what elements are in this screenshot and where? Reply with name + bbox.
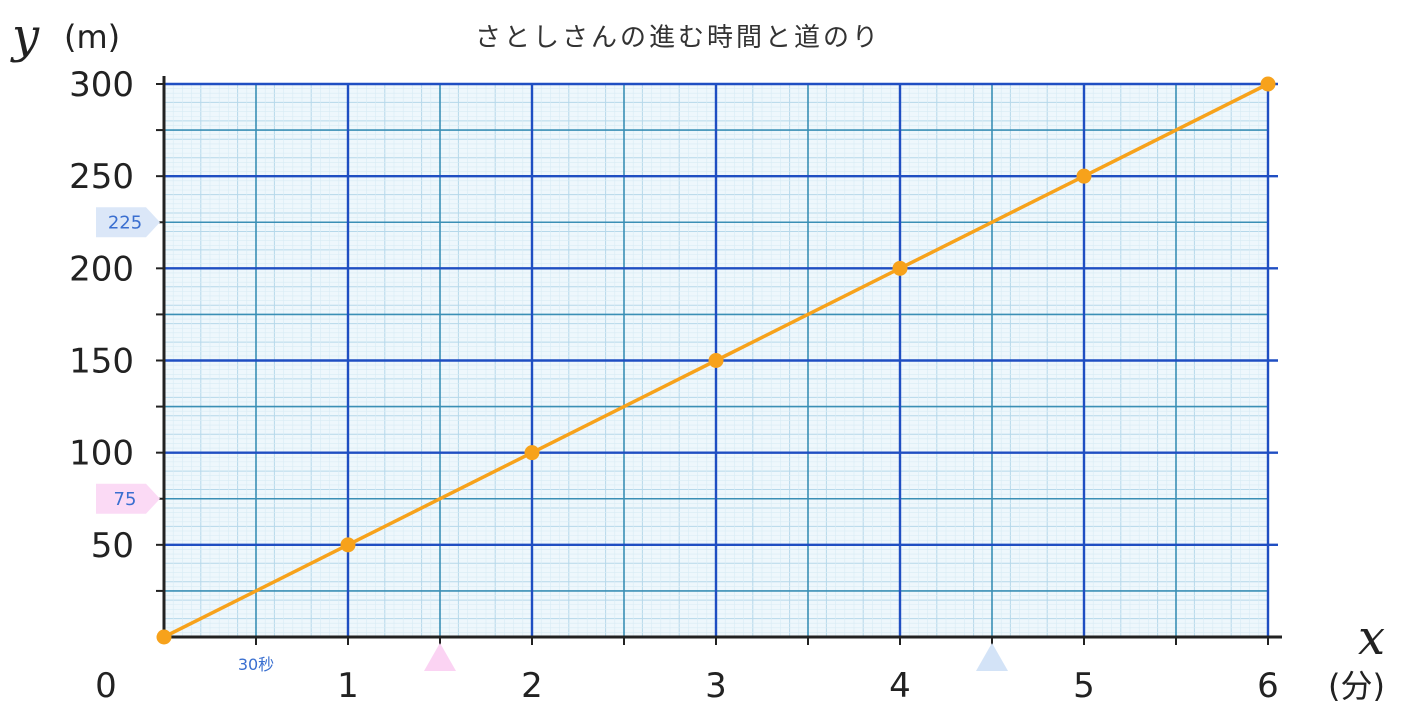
annotation-label: 30秒 bbox=[238, 655, 274, 674]
triangle-marker bbox=[976, 643, 1008, 671]
y-tick-label: 300 bbox=[69, 65, 134, 105]
x-tick-label: 1 bbox=[337, 666, 359, 704]
x-axis-unit: (分) bbox=[1328, 667, 1385, 704]
annotation-tag bbox=[96, 483, 160, 514]
y-tick-label: 200 bbox=[69, 249, 134, 289]
chart-title: さとしさんの進む時間と道のり bbox=[475, 23, 881, 53]
data-point bbox=[524, 445, 540, 461]
data-point bbox=[1076, 168, 1092, 184]
series bbox=[156, 76, 1276, 645]
data-point bbox=[1260, 76, 1276, 92]
x-tick-label: 6 bbox=[1257, 666, 1279, 704]
y-tick-label: 150 bbox=[69, 342, 134, 382]
x-tick-label: 4 bbox=[889, 666, 911, 704]
x-tick-label: 0 bbox=[95, 666, 117, 704]
annotation-tag bbox=[96, 207, 160, 238]
data-point bbox=[892, 260, 908, 276]
data-point bbox=[156, 629, 172, 645]
ticks: 0 1 2 3 4 5 6 50 100 150 200 250 300 bbox=[69, 65, 1279, 704]
annotations: 30秒 225 75 bbox=[96, 207, 1008, 674]
y-axis-unit: (m) bbox=[64, 18, 120, 56]
annotation-tag-label: 75 bbox=[114, 489, 137, 510]
data-point bbox=[340, 537, 356, 553]
y-tick-label: 50 bbox=[91, 526, 134, 566]
x-tick-label: 2 bbox=[521, 666, 543, 704]
axes bbox=[156, 76, 1282, 645]
x-tick-label: 5 bbox=[1073, 666, 1095, 704]
x-tick-label: 3 bbox=[705, 666, 727, 704]
y-tick-label: 250 bbox=[69, 157, 134, 197]
data-point bbox=[708, 353, 724, 368]
x-axis-variable: x bbox=[1358, 610, 1385, 666]
triangle-marker bbox=[424, 643, 456, 671]
annotation-tag-label: 225 bbox=[108, 212, 142, 233]
y-tick-label: 100 bbox=[69, 434, 134, 474]
y-axis-variable: y bbox=[10, 8, 40, 64]
